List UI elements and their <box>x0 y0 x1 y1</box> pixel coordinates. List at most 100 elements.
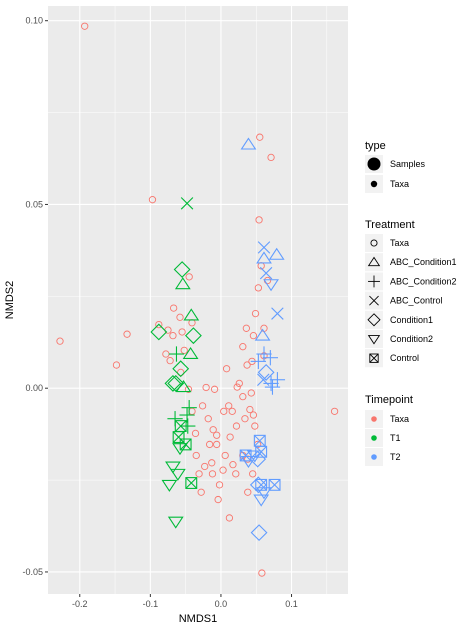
y-tick-label: 0.10 <box>25 16 43 26</box>
sample-point-t2 <box>256 251 272 264</box>
x-axis-title: NMDS1 <box>179 613 218 625</box>
sample-point-t2 <box>263 279 279 292</box>
sample-point-t2 <box>263 375 279 392</box>
sample-point-t1 <box>174 277 191 290</box>
sample-point-t2 <box>264 379 281 395</box>
taxa-point <box>176 313 184 321</box>
legend-timepoint-symbol <box>371 435 377 441</box>
sample-point-t2 <box>240 137 257 150</box>
legend-treatment-label: Taxa <box>390 238 409 248</box>
legend-type-label: Taxa <box>390 179 409 189</box>
taxa-point <box>180 346 188 354</box>
taxa-point <box>81 22 89 30</box>
legend-timepoint-label: T2 <box>390 452 401 462</box>
legend-key-background <box>365 234 383 252</box>
sample-point-t1 <box>167 516 184 529</box>
sample-point-t1 <box>184 327 202 345</box>
legend-key-background <box>365 330 383 348</box>
taxa-point <box>330 407 339 415</box>
legend-treatment-symbol <box>368 275 380 288</box>
x-axis: -0.2 -0.1 0.0 0.1 <box>72 594 298 609</box>
taxa-point <box>225 514 234 522</box>
sample-point-t1 <box>150 323 168 341</box>
taxa-point <box>239 343 247 351</box>
taxa-point <box>56 337 64 345</box>
sample-point-t1 <box>172 443 188 456</box>
legend-type: type Samples Taxa <box>365 140 426 193</box>
taxa-point <box>228 407 236 415</box>
taxa-point <box>243 361 251 369</box>
legend-type-label: Samples <box>390 159 426 169</box>
sample-point-t1 <box>173 261 191 278</box>
sample-point-t1 <box>168 346 185 362</box>
sample-point-t1 <box>180 418 196 434</box>
taxa-point <box>229 461 237 469</box>
taxa-point <box>232 422 241 430</box>
taxa-point <box>249 411 258 419</box>
sample-point-t1 <box>164 374 182 392</box>
legend-treatment-symbol <box>370 239 378 247</box>
taxa-point <box>191 429 200 438</box>
taxa-point <box>197 488 205 496</box>
sample-point-t2 <box>271 307 284 320</box>
taxa-point <box>202 383 210 392</box>
taxa-point <box>232 470 240 478</box>
legend-type-symbol <box>370 180 378 188</box>
taxa-point <box>177 368 185 377</box>
sample-point-t2 <box>253 494 270 507</box>
legend-treatment: Treatment Taxa ABC_Condition1 ABC_Conditio… <box>365 219 457 368</box>
legend-treatment-symbol <box>369 353 379 363</box>
taxa-point <box>254 284 262 292</box>
sample-point-t1 <box>179 407 195 423</box>
sample-point-t2 <box>256 487 272 500</box>
sample-point-t1 <box>172 360 190 378</box>
taxa-point <box>226 433 234 441</box>
taxa-point <box>251 422 259 430</box>
legend-timepoint-label: Taxa <box>390 414 409 424</box>
taxa-point <box>255 216 263 224</box>
sample-point-t2 <box>249 450 267 468</box>
legend-treatment-symbol <box>367 256 381 267</box>
taxa-point <box>123 330 131 338</box>
taxa-point <box>241 415 249 423</box>
legend-treatment-symbol <box>367 335 381 345</box>
taxa-point <box>195 470 203 478</box>
sample-points-layer <box>150 137 286 542</box>
legend-key-background <box>365 253 383 272</box>
taxa-point <box>239 393 247 401</box>
sample-point-t2 <box>249 476 267 494</box>
legend-key-background <box>365 310 383 329</box>
taxa-point <box>221 451 229 460</box>
legend-timepoint-title: Timepoint <box>365 394 413 406</box>
taxa-point <box>170 304 178 312</box>
sample-point-t1 <box>185 477 198 489</box>
taxa-point <box>219 466 227 474</box>
legend-treatment-label: ABC_Condition1 <box>390 257 457 267</box>
taxa-point <box>247 389 255 397</box>
taxa-point <box>225 402 233 410</box>
taxa-point <box>112 361 121 369</box>
taxa-point <box>244 488 252 496</box>
taxa-point <box>178 328 186 336</box>
sample-point-t2 <box>268 247 285 260</box>
legend-type-title: type <box>365 140 386 152</box>
taxa-point <box>206 440 214 449</box>
taxa-point <box>220 407 228 415</box>
taxa-point <box>213 431 221 439</box>
taxa-point <box>222 365 231 373</box>
sample-point-t1 <box>180 197 194 210</box>
taxa-point <box>148 196 157 204</box>
sample-point-t1 <box>165 461 181 474</box>
legend-treatment-label: ABC_Control <box>390 296 443 306</box>
y-tick-label: 0.05 <box>25 199 43 209</box>
minor-gridlines <box>48 6 348 594</box>
x-tick-label: -0.1 <box>143 599 159 609</box>
y-tick-label: 0.00 <box>25 383 43 393</box>
taxa-point <box>208 470 217 478</box>
sample-point-t1 <box>167 374 185 392</box>
taxa-point <box>155 320 163 329</box>
taxa-point <box>185 273 193 281</box>
taxa-point <box>267 153 275 162</box>
sample-point-t1 <box>175 380 192 393</box>
